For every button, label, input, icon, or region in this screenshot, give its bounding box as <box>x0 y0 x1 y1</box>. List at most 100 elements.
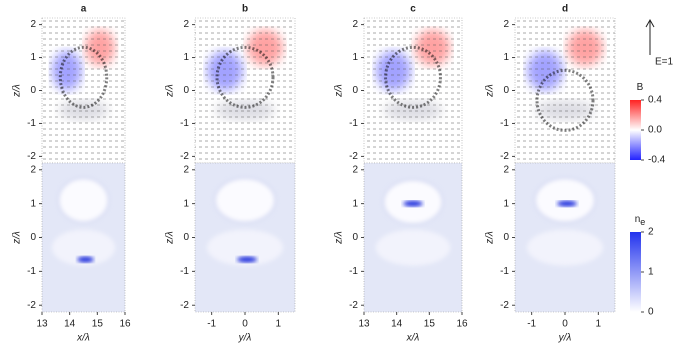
x-tick-label: 13 <box>358 319 370 330</box>
y-tick-label: -1 <box>500 118 509 129</box>
panel-density: -2 -1 0 1 2 z/λ <box>165 162 296 313</box>
arrow-label: E=1 <box>655 57 674 68</box>
y-tick-label: -2 <box>27 300 36 311</box>
x-axis-label: y/λ <box>558 333 572 344</box>
vector-field <box>515 18 615 163</box>
y-tick-label: 1 <box>30 52 36 63</box>
panel-density: -2 -1 0 1 2 z/λ <box>12 162 126 313</box>
cavity <box>207 229 283 266</box>
colorbar-title: B <box>637 82 644 93</box>
density-spot <box>403 200 423 207</box>
vector-field <box>364 18 462 163</box>
y-tick-label: -1 <box>500 266 509 277</box>
x-tick-label: 0 <box>242 319 248 330</box>
x-tick-label: 16 <box>119 319 131 330</box>
y-tick-label: -2 <box>500 151 509 162</box>
y-tick-label: 2 <box>352 164 358 175</box>
panel-frame <box>41 162 126 313</box>
y-tick-label: -2 <box>180 151 189 162</box>
panel-image <box>364 18 462 163</box>
x-tick-label: 1 <box>276 319 282 330</box>
y-tick-label: 2 <box>183 164 189 175</box>
panel-field: -2 -1 0 1 2 z/λ <box>12 17 126 164</box>
vector-core <box>215 45 275 109</box>
x-tick-label: 1 <box>596 319 602 330</box>
panel-label: a <box>81 4 87 15</box>
colorbar-tick-label: 0.4 <box>648 95 662 106</box>
x-tick-label: 15 <box>92 319 104 330</box>
y-tick-label: 1 <box>503 198 509 209</box>
y-tick-label: 0 <box>352 85 358 96</box>
y-tick-label: 2 <box>30 19 36 30</box>
x-axis-label: x/λ <box>406 333 420 344</box>
panel-density: -2 -1 0 1 2 z/λ <box>485 162 616 313</box>
cavity <box>214 177 276 223</box>
y-tick-label: -1 <box>349 266 358 277</box>
y-tick-label: -1 <box>27 266 36 277</box>
y-axis-label: z/λ <box>334 84 345 98</box>
y-axis-label: z/λ <box>12 84 23 98</box>
panel-image <box>195 163 295 312</box>
y-tick-label: 2 <box>183 19 189 30</box>
y-tick-label: -1 <box>180 266 189 277</box>
colorbar-title-sub: e <box>640 217 645 227</box>
y-tick-label: 1 <box>503 52 509 63</box>
y-tick-label: -2 <box>500 300 509 311</box>
colorbar-tick-label: 1 <box>648 267 654 278</box>
density-spot <box>557 200 577 207</box>
cavity <box>375 229 451 266</box>
y-tick-label: -2 <box>180 300 189 311</box>
x-tick-label: -1 <box>527 319 536 330</box>
y-tick-label: 1 <box>183 198 189 209</box>
colorbar <box>630 100 641 160</box>
y-tick-label: 2 <box>503 19 509 30</box>
colorbar-tick-label: 2 <box>648 227 654 238</box>
vector-core <box>535 68 595 132</box>
x-tick-label: 16 <box>456 319 468 330</box>
density-spot <box>77 256 94 263</box>
colorbar-title-main: B <box>637 82 644 93</box>
vector-field <box>42 18 125 163</box>
y-tick-label: 1 <box>183 52 189 63</box>
panel-image <box>42 18 125 163</box>
panel-label: d <box>562 4 568 15</box>
y-tick-label: 2 <box>30 164 36 175</box>
x-tick-label: -1 <box>207 319 216 330</box>
panel-field: -2 -1 0 1 2 z/λ <box>165 17 296 164</box>
y-tick-label: 0 <box>30 85 36 96</box>
panel-frame <box>363 162 463 313</box>
colorbar-tick-label: 0 <box>648 307 654 318</box>
y-tick-label: 2 <box>352 19 358 30</box>
y-tick-label: 1 <box>352 198 358 209</box>
x-axis-label: y/λ <box>238 333 252 344</box>
panel-field: -2 -1 0 1 2 z/λ <box>485 17 616 164</box>
panel-density: -2 -1 0 1 2 z/λ <box>334 162 463 313</box>
y-tick-label: 0 <box>352 232 358 243</box>
colorbar <box>630 232 641 312</box>
y-tick-label: 0 <box>30 232 36 243</box>
y-tick-label: -2 <box>349 151 358 162</box>
y-tick-label: 1 <box>30 198 36 209</box>
x-tick-label: 13 <box>36 319 48 330</box>
y-tick-label: -2 <box>27 151 36 162</box>
colorbar-title: ne <box>635 214 646 228</box>
y-tick-label: -1 <box>27 118 36 129</box>
x-axis-label: x/λ <box>76 333 90 344</box>
y-tick-label: 1 <box>352 52 358 63</box>
panel-field: -2 -1 0 1 2 z/λ <box>334 17 463 164</box>
y-axis-label: z/λ <box>12 231 23 245</box>
y-axis-label: z/λ <box>485 84 496 98</box>
colorbar-tick-label: 0.0 <box>648 125 662 136</box>
y-tick-label: -1 <box>349 118 358 129</box>
cavity <box>534 177 596 223</box>
y-axis-label: z/λ <box>165 231 176 245</box>
panel-image <box>515 18 615 163</box>
x-tick-label: 15 <box>424 319 436 330</box>
colorbar-title-main: n <box>635 214 641 225</box>
y-axis-label: z/λ <box>485 231 496 245</box>
panel-image <box>364 163 462 312</box>
y-tick-label: 0 <box>183 85 189 96</box>
y-tick-label: 0 <box>183 232 189 243</box>
x-tick-label: 14 <box>391 319 403 330</box>
panel-image <box>195 18 295 163</box>
